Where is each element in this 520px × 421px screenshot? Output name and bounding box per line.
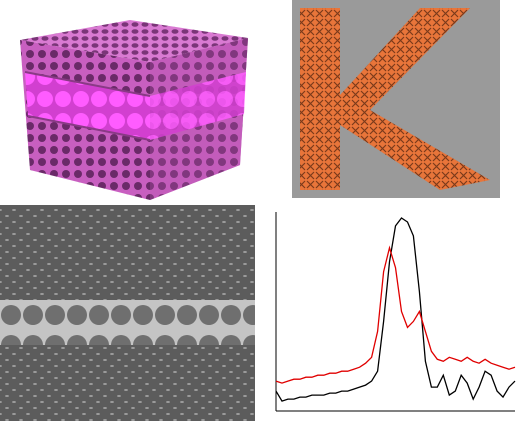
k-pattern <box>292 0 500 198</box>
layered-block <box>20 20 248 200</box>
plot-axes <box>275 212 515 412</box>
line-series <box>275 245 516 384</box>
sem-image <box>0 205 255 421</box>
line-series <box>275 217 516 402</box>
